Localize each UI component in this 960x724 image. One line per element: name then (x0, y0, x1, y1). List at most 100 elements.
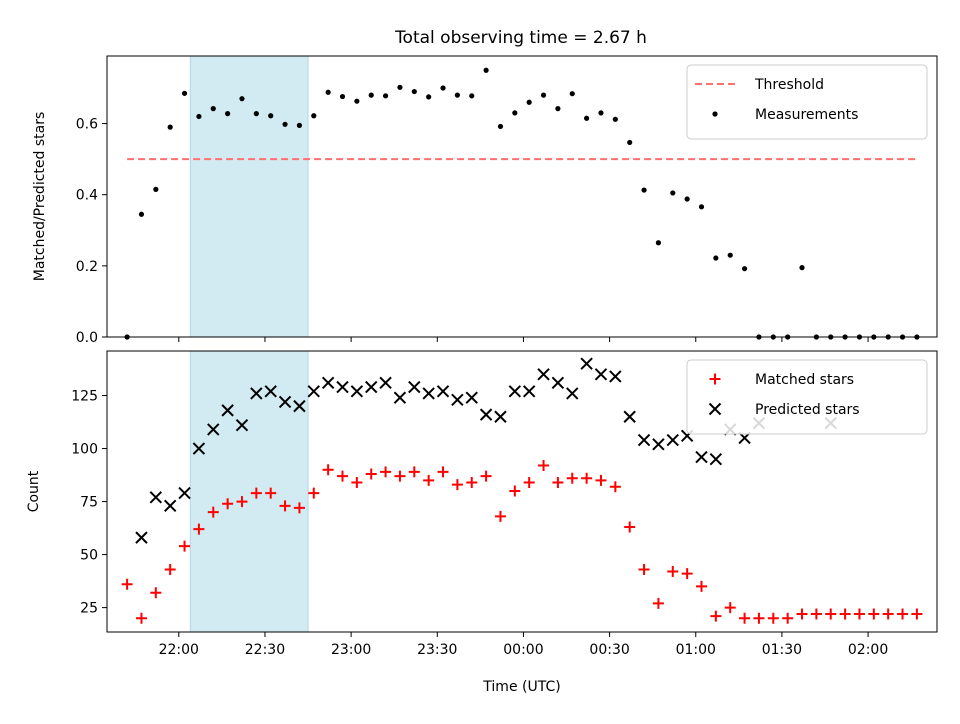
measurement-point (311, 113, 317, 119)
legend-label: Matched stars (755, 372, 854, 388)
matched-stars-point (322, 464, 334, 476)
predicted-stars-point (422, 387, 435, 400)
measurement-point (512, 110, 518, 116)
measurement-point (196, 113, 202, 120)
predicted-stars-point (135, 531, 148, 544)
predicted-stars-point (494, 410, 507, 423)
x-tick-label: 02:00 (848, 642, 888, 658)
predicted-stars-point (307, 385, 320, 398)
measurement-point (555, 106, 561, 112)
measurement-point (225, 111, 231, 117)
predicted-stars-point (264, 385, 277, 398)
matched-stars-point (451, 479, 463, 491)
bottom-panel: 25 50 75 100 125 22:00 22:30 23:00 23:30 00:00 00:… (26, 350, 938, 695)
measurement-point (454, 92, 460, 98)
predicted-stars-point (336, 380, 349, 394)
measurement-point (268, 113, 274, 119)
measurement-point (296, 122, 303, 128)
x-tick-label: 01:30 (762, 642, 802, 658)
predicted-stars-point (149, 491, 163, 504)
legend-label: Threshold (754, 77, 824, 93)
measurement-point (540, 92, 547, 98)
predicted-stars-point (566, 387, 579, 400)
predicted-stars-point (178, 486, 191, 500)
matched-stars-point (179, 540, 191, 552)
predicted-stars-point (393, 391, 407, 404)
measurement-point (440, 85, 446, 91)
y-tick-label: 50 (80, 548, 98, 564)
measurement-point (282, 121, 288, 127)
predicted-stars-point (695, 450, 708, 464)
predicted-stars-point (551, 376, 565, 390)
matched-stars-point (150, 587, 162, 599)
measurement-point (655, 240, 662, 246)
measurement-point (411, 88, 417, 95)
matched-stars-point (581, 472, 593, 484)
measurement-point (598, 110, 604, 116)
matched-stars-point (538, 460, 550, 472)
matched-stars-point (250, 487, 262, 499)
x-tick-label: 22:00 (159, 642, 199, 658)
predicted-stars-point (637, 433, 651, 447)
matched-stars-point (408, 466, 420, 478)
matched-stars-point (423, 474, 435, 486)
predicted-stars-point (537, 368, 550, 381)
predicted-stars-point (293, 399, 306, 413)
matched-stars-point (494, 510, 506, 522)
matched-stars-point (710, 610, 722, 622)
axes-frame (106, 55, 938, 338)
measurement-point (382, 93, 389, 99)
measurement-point (799, 265, 805, 271)
matched-stars-point (724, 602, 736, 614)
matched-stars-point (853, 608, 865, 620)
measurement-point (569, 91, 575, 97)
matched-stars-point (624, 521, 636, 533)
observing-interval-shade (190, 56, 309, 337)
matched-stars-point (839, 608, 851, 620)
y-tick-label: 25 (80, 601, 98, 617)
measurement-point (741, 266, 748, 272)
matched-stars-point (796, 608, 808, 620)
measurement-point (167, 124, 173, 130)
measurement-point (497, 123, 504, 130)
legend-label: Predicted stars (755, 402, 860, 418)
legend-box (686, 64, 928, 140)
measurement-point (339, 93, 346, 100)
matched-stars-point (222, 498, 234, 510)
axes-frame (106, 350, 938, 633)
x-axis-label: Time (UTC) (482, 679, 560, 695)
matched-stars-point (351, 476, 363, 488)
predicted-stars-point (623, 410, 636, 423)
measurement-point (584, 115, 590, 121)
matched-stars-point (897, 608, 909, 620)
measurement-point (210, 106, 216, 112)
legend-measurement-swatch (712, 111, 718, 117)
matched-stars-point (753, 612, 765, 624)
x-tick-label: 22:30 (245, 642, 285, 658)
measurement-point (627, 139, 633, 146)
matched-stars-point (739, 612, 751, 624)
y-tick-label: 0.6 (76, 117, 98, 133)
x-tick-label: 23:30 (417, 642, 457, 658)
matched-stars-point (767, 612, 779, 624)
measurement-point (483, 67, 489, 73)
measurement-point (727, 252, 733, 258)
legend-box (686, 359, 928, 435)
matched-stars-point (466, 476, 478, 488)
measurement-point (253, 111, 259, 117)
matched-stars-point (121, 578, 133, 590)
measurement-point (397, 84, 403, 90)
predicted-stars-point (652, 438, 665, 451)
matched-stars-point (868, 608, 880, 620)
matched-stars-point (595, 474, 607, 486)
matched-stars-point (523, 476, 535, 488)
predicted-stars-point (508, 385, 522, 398)
matched-stars-point (681, 568, 693, 580)
y-tick-label: 0.2 (76, 259, 98, 275)
predicted-stars-point (278, 395, 292, 409)
predicted-stars-point (465, 391, 478, 404)
predicted-stars-point (235, 419, 249, 432)
x-tick-label: 00:30 (589, 642, 629, 658)
predicted-stars-point (207, 423, 220, 436)
top-panel: 0.0 0.2 0.4 0.6 Matched/Predicted stars Thres… (32, 55, 938, 346)
